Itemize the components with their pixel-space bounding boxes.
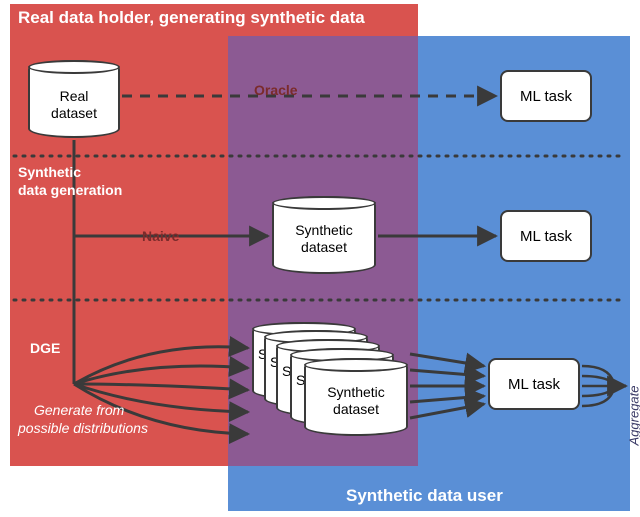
ml-task-naive: ML task bbox=[500, 210, 592, 262]
dge-front-label-l1: Synthetic bbox=[304, 384, 408, 401]
synthetic-generation-label-l2: data generation bbox=[18, 182, 122, 198]
generate-from-label-l2: possible distributions bbox=[18, 420, 148, 436]
dge-edge-label: DGE bbox=[30, 340, 60, 356]
real-dataset-cylinder: Real dataset bbox=[28, 60, 120, 138]
diagram-root: Real data holder, generating synthetic d… bbox=[0, 0, 640, 517]
real-dataset-label-l1: Real bbox=[28, 88, 120, 105]
aggregate-label: Aggregate bbox=[627, 366, 640, 446]
synthetic-naive-label-l1: Synthetic bbox=[272, 222, 376, 239]
dge-front-label-l2: dataset bbox=[304, 401, 408, 418]
naive-edge-label: Naive bbox=[142, 228, 179, 244]
ml-task-dge: ML task bbox=[488, 358, 580, 410]
synthetic-naive-label-l2: dataset bbox=[272, 239, 376, 256]
real-dataset-label-l2: dataset bbox=[28, 105, 120, 122]
ml-task-oracle: ML task bbox=[500, 70, 592, 122]
user-title: Synthetic data user bbox=[346, 486, 503, 506]
synthetic-naive-cylinder: Synthetic dataset bbox=[272, 196, 376, 274]
dge-front-cylinder: Synthetic dataset bbox=[304, 358, 408, 436]
holder-title: Real data holder, generating synthetic d… bbox=[18, 8, 365, 28]
oracle-edge-label: Oracle bbox=[254, 82, 298, 98]
generate-from-label-l1: Generate from bbox=[34, 402, 124, 418]
synthetic-generation-label-l1: Synthetic bbox=[18, 164, 81, 180]
